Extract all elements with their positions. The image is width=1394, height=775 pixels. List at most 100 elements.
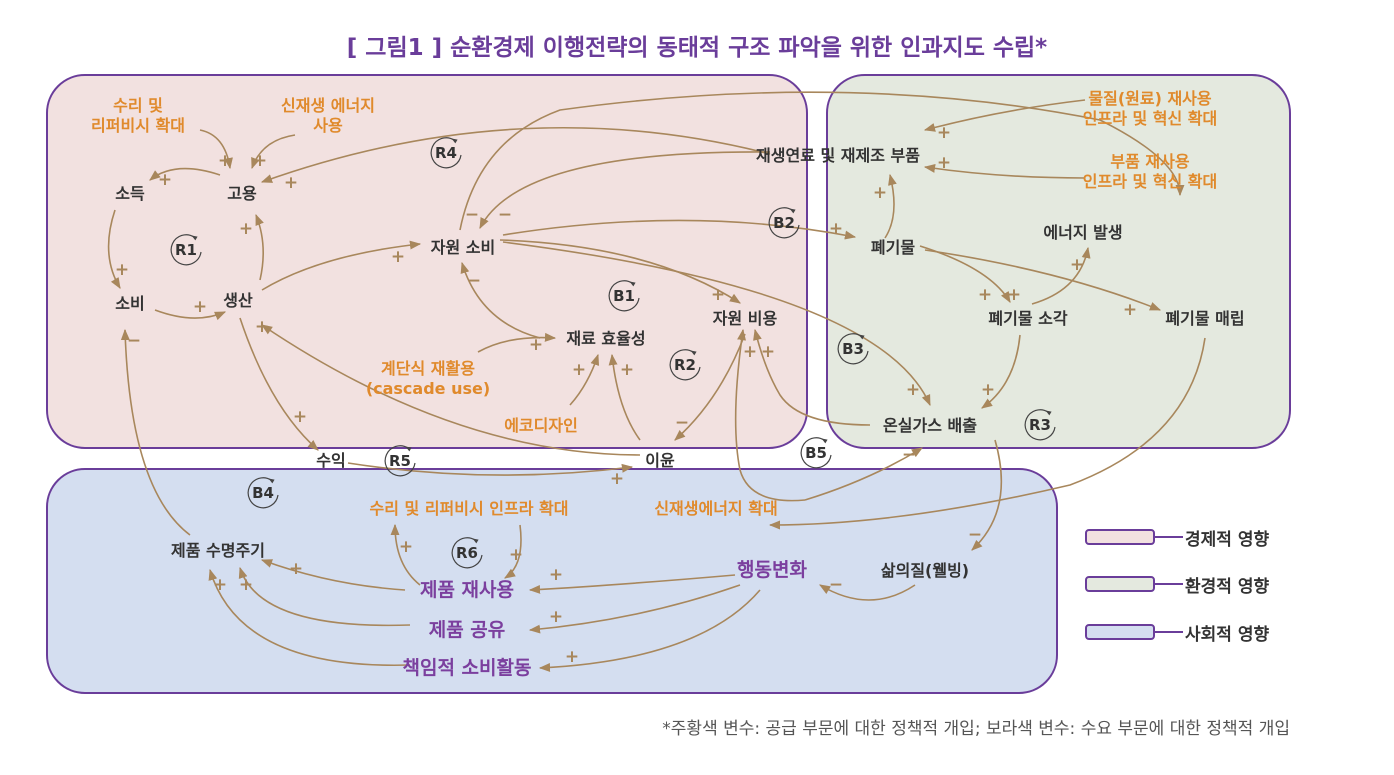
causal-link-21 bbox=[923, 164, 1086, 179]
link-sign-plus: + bbox=[829, 219, 843, 239]
causal-link-12 bbox=[499, 239, 741, 304]
causal-link-28 bbox=[502, 241, 931, 407]
legend-label-environment: 환경적 영향 bbox=[1185, 576, 1270, 597]
legend-environment: 환경적 영향 bbox=[1085, 572, 1270, 597]
node-renew-use: 신재생 에너지 사용 bbox=[281, 96, 375, 135]
causal-link-17 bbox=[260, 126, 771, 183]
node-ecodesign: 에코디자인 bbox=[504, 416, 578, 435]
loop-marker-r1: R1 bbox=[170, 234, 202, 266]
node-income: 소득 bbox=[115, 184, 145, 203]
causal-link-7 bbox=[261, 240, 422, 291]
link-sign-minus: − bbox=[968, 525, 982, 545]
causal-link-36 bbox=[528, 584, 741, 634]
link-sign-plus: + bbox=[239, 219, 253, 239]
region-environment bbox=[826, 74, 1291, 449]
node-production: 생산 bbox=[223, 291, 253, 310]
causal-link-19 bbox=[459, 91, 1185, 231]
loop-marker-r4: R4 bbox=[430, 137, 462, 169]
causal-link-23 bbox=[884, 173, 897, 239]
causal-link-4 bbox=[107, 209, 121, 289]
link-sign-plus: + bbox=[218, 151, 232, 171]
causal-link-2 bbox=[251, 134, 296, 170]
causal-link-34 bbox=[768, 337, 1206, 530]
loop-marker-r5: R5 bbox=[384, 445, 416, 477]
link-sign-plus: + bbox=[293, 407, 307, 427]
node-lifespan: 제품 수명주기 bbox=[171, 541, 265, 560]
causal-link-18 bbox=[479, 151, 771, 229]
causal-link-41 bbox=[390, 523, 421, 586]
causal-link-42 bbox=[504, 524, 522, 579]
node-renew-expand: 신재생에너지 확대 bbox=[654, 499, 777, 518]
footnote: *주황색 변수: 공급 부문에 대한 정책적 개입; 보라색 변수: 수요 부문… bbox=[662, 719, 1290, 739]
node-part-reuse-infra: 부품 재사용 인프라 및 혁신 확대 bbox=[1083, 152, 1217, 191]
causal-link-25 bbox=[924, 249, 1162, 311]
causal-link-43 bbox=[120, 328, 191, 536]
node-incineration: 폐기물 소각 bbox=[988, 309, 1067, 328]
link-sign-plus: + bbox=[158, 170, 172, 190]
causal-link-16 bbox=[261, 324, 641, 456]
link-sign-plus: + bbox=[1123, 300, 1137, 320]
link-sign-plus: + bbox=[239, 575, 253, 595]
node-resource-use: 자원 소비 bbox=[431, 238, 495, 257]
causal-link-8 bbox=[460, 261, 541, 339]
link-sign-plus: + bbox=[253, 151, 267, 171]
causal-link-33 bbox=[819, 584, 916, 601]
link-sign-minus: − bbox=[467, 271, 481, 291]
loop-marker-r3: R3 bbox=[1024, 409, 1056, 441]
loop-label: R6 bbox=[456, 544, 478, 562]
link-sign-plus: + bbox=[193, 297, 207, 317]
causal-link-14 bbox=[239, 317, 319, 451]
causal-link-26 bbox=[1031, 246, 1091, 305]
node-resource-cost: 자원 비용 bbox=[713, 309, 778, 328]
link-sign-minus: − bbox=[498, 205, 512, 225]
legend-label-social: 사회적 영향 bbox=[1185, 624, 1270, 645]
causal-link-37 bbox=[538, 589, 761, 672]
loop-label: B4 bbox=[252, 484, 274, 502]
causal-link-22 bbox=[502, 219, 857, 240]
causal-link-11 bbox=[608, 353, 641, 441]
link-sign-minus: − bbox=[902, 445, 916, 465]
causal-link-5 bbox=[154, 309, 227, 321]
node-waste: 폐기물 bbox=[871, 238, 915, 257]
link-sign-plus: + bbox=[115, 260, 129, 280]
link-sign-plus: + bbox=[761, 342, 775, 362]
node-profit: 이윤 bbox=[645, 451, 675, 470]
link-sign-plus: + bbox=[289, 559, 303, 579]
causal-link-10 bbox=[569, 353, 600, 406]
link-sign-plus: + bbox=[1007, 285, 1021, 305]
link-sign-plus: + bbox=[284, 173, 298, 193]
link-sign-minus: − bbox=[829, 575, 843, 595]
link-sign-plus: + bbox=[213, 575, 227, 595]
loop-marker-r6: R6 bbox=[451, 537, 483, 569]
loop-label: B2 bbox=[773, 214, 795, 232]
link-sign-plus: + bbox=[1070, 255, 1084, 275]
causal-link-6 bbox=[255, 213, 264, 281]
legend-swatch-economic bbox=[1085, 529, 1155, 545]
node-material-eff: 재료 효율성 bbox=[566, 329, 645, 348]
link-sign-plus: + bbox=[981, 380, 995, 400]
node-energy-gen: 에너지 발생 bbox=[1043, 223, 1122, 242]
causal-link-13 bbox=[674, 333, 746, 441]
loop-marker-r2: R2 bbox=[669, 349, 701, 381]
node-product-share: 제품 공유 bbox=[429, 619, 506, 641]
node-product-reuse: 제품 재사용 bbox=[420, 579, 514, 601]
link-sign-plus: + bbox=[711, 285, 725, 305]
causal-link-1 bbox=[199, 129, 233, 170]
loop-label: R2 bbox=[674, 356, 696, 374]
legend-swatch-social bbox=[1085, 624, 1155, 640]
loop-label: B3 bbox=[842, 340, 864, 358]
loop-marker-b5: B5 bbox=[800, 437, 832, 469]
loop-marker-b2: B2 bbox=[768, 207, 800, 239]
link-sign-plus: + bbox=[509, 545, 523, 565]
node-reman: 재생연료 및 재제조 부품 bbox=[756, 146, 920, 165]
causal-link-27 bbox=[981, 334, 1021, 409]
link-sign-plus: + bbox=[529, 335, 543, 355]
node-ghg: 온실가스 배출 bbox=[883, 416, 977, 435]
loop-label: B5 bbox=[805, 444, 827, 462]
causal-link-30 bbox=[753, 328, 871, 426]
link-sign-plus: + bbox=[549, 607, 563, 627]
loop-marker-b3: B3 bbox=[837, 333, 869, 365]
loop-label: B1 bbox=[613, 287, 635, 305]
legend-social: 사회적 영향 bbox=[1085, 620, 1270, 645]
